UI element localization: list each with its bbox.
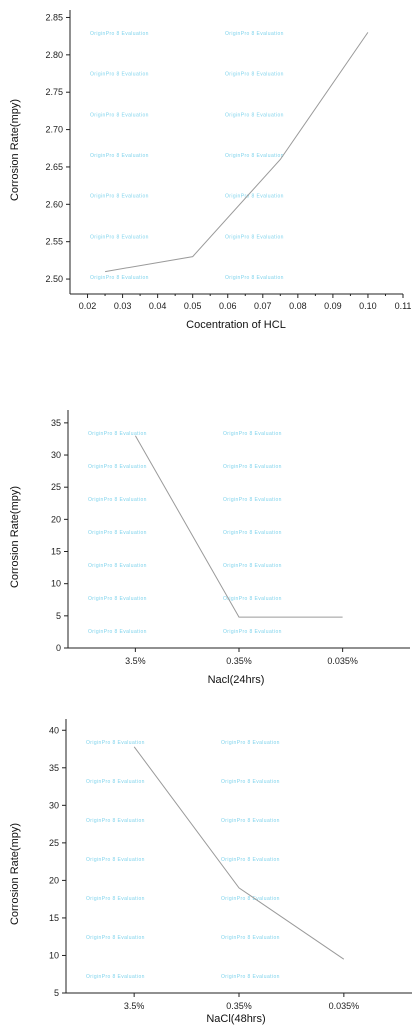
watermark-text: OriginPro 8 Evaluation [225, 153, 284, 159]
watermark-text: OriginPro 8 Evaluation [223, 629, 282, 635]
watermark-text: OriginPro 8 Evaluation [86, 857, 145, 863]
y-axis-label: Corrosion Rate(mpy) [9, 823, 21, 925]
x-tick-label: 0.035% [329, 1001, 360, 1011]
x-axis-label: Cocentration of HCL [186, 319, 286, 330]
watermark-text: OriginPro 8 Evaluation [88, 596, 147, 602]
watermark-text: OriginPro 8 Evaluation [90, 275, 149, 281]
y-tick-label: 15 [51, 547, 61, 557]
x-tick-label: 0.07 [254, 301, 272, 311]
x-tick-label: 0.35% [226, 656, 252, 666]
y-tick-label: 5 [54, 988, 59, 998]
watermark-text: OriginPro 8 Evaluation [88, 563, 147, 569]
y-tick-label: 30 [51, 450, 61, 460]
watermark-text: OriginPro 8 Evaluation [225, 275, 284, 281]
x-tick-label: 0.09 [324, 301, 342, 311]
y-tick-label: 35 [49, 763, 59, 773]
watermark-text: OriginPro 8 Evaluation [223, 596, 282, 602]
x-tick-label: 0.08 [289, 301, 307, 311]
x-tick-label: 0.04 [149, 301, 167, 311]
y-tick-label: 10 [49, 950, 59, 960]
y-tick-label: 2.85 [45, 12, 63, 22]
y-tick-label: 2.80 [45, 50, 63, 60]
x-tick-label: 0.035% [327, 656, 358, 666]
nacl-24hrs-chart: Nacl(24hrs) Corrosion Rate(mpy) OriginPr… [9, 410, 410, 686]
x-tick-label: 0.02 [79, 301, 97, 311]
y-tick-label: 5 [56, 611, 61, 621]
y-tick-label: 30 [49, 800, 59, 810]
watermark-text: OriginPro 8 Evaluation [88, 464, 147, 470]
y-axis-label: Corrosion Rate(mpy) [9, 486, 21, 588]
y-tick-label: 2.55 [45, 237, 63, 247]
x-tick-label: 3.5% [124, 1001, 145, 1011]
y-tick-label: 25 [49, 838, 59, 848]
x-tick-label: 0.05 [184, 301, 202, 311]
watermark-text: OriginPro 8 Evaluation [90, 194, 149, 200]
y-tick-label: 2.75 [45, 87, 63, 97]
watermark-text: OriginPro 8 Evaluation [90, 234, 149, 240]
series-line [134, 435, 343, 618]
watermark-text: OriginPro 8 Evaluation [223, 497, 282, 503]
y-tick-label: 15 [49, 913, 59, 923]
watermark-text: OriginPro 8 Evaluation [86, 896, 145, 902]
watermark-text: OriginPro 8 Evaluation [221, 857, 280, 863]
x-tick-label: 0.03 [114, 301, 132, 311]
nacl-48hrs-chart: NaCl(48hrs) Corrosion Rate(mpy) OriginPr… [9, 719, 412, 1025]
watermark-text: OriginPro 8 Evaluation [90, 153, 149, 159]
watermark-text: OriginPro 8 Evaluation [221, 740, 280, 746]
y-tick-label: 25 [51, 482, 61, 492]
watermark-text: OriginPro 8 Evaluation [225, 194, 284, 200]
y-tick-label: 10 [51, 579, 61, 589]
watermark-text: OriginPro 8 Evaluation [86, 974, 145, 980]
y-tick-label: 2.50 [45, 274, 63, 284]
watermark-text: OriginPro 8 Evaluation [90, 31, 149, 37]
watermark-text: OriginPro 8 Evaluation [223, 431, 282, 437]
watermark-text: OriginPro 8 Evaluation [86, 779, 145, 785]
watermark-text: OriginPro 8 Evaluation [223, 464, 282, 470]
watermark-text: OriginPro 8 Evaluation [88, 629, 147, 635]
watermark-text: OriginPro 8 Evaluation [90, 72, 149, 78]
hcl-chart: Cocentration of HCL Corrosion Rate(mpy) … [9, 10, 412, 330]
watermark-text: OriginPro 8 Evaluation [225, 72, 284, 78]
watermark-text: OriginPro 8 Evaluation [90, 112, 149, 118]
y-tick-label: 20 [49, 875, 59, 885]
watermark-text: OriginPro 8 Evaluation [225, 234, 284, 240]
y-tick-label: 2.60 [45, 199, 63, 209]
series-line [105, 32, 369, 273]
watermark-text: OriginPro 8 Evaluation [221, 935, 280, 941]
y-tick-label: 2.65 [45, 162, 63, 172]
y-tick-label: 40 [49, 725, 59, 735]
y-axis-label: Corrosion Rate(mpy) [9, 99, 21, 201]
x-axis-label: NaCl(48hrs) [206, 1013, 265, 1025]
y-tick-label: 0 [56, 643, 61, 653]
watermark-text: OriginPro 8 Evaluation [86, 935, 145, 941]
y-tick-label: 35 [51, 418, 61, 428]
y-tick-label: 20 [51, 514, 61, 524]
watermark-text: OriginPro 8 Evaluation [223, 530, 282, 536]
x-tick-label: 0.06 [219, 301, 237, 311]
x-axis-label: Nacl(24hrs) [208, 674, 265, 686]
x-tick-label: 0.35% [226, 1001, 252, 1011]
watermark-text: OriginPro 8 Evaluation [225, 112, 284, 118]
x-tick-label: 3.5% [125, 656, 146, 666]
watermark-text: OriginPro 8 Evaluation [88, 431, 147, 437]
x-tick-label: 0.11 [395, 301, 412, 311]
watermark-text: OriginPro 8 Evaluation [88, 497, 147, 503]
y-tick-label: 2.70 [45, 125, 63, 135]
watermark-text: OriginPro 8 Evaluation [221, 896, 280, 902]
watermark-text: OriginPro 8 Evaluation [221, 779, 280, 785]
watermark-text: OriginPro 8 Evaluation [88, 530, 147, 536]
x-tick-label: 0.10 [359, 301, 377, 311]
watermark-text: OriginPro 8 Evaluation [86, 818, 145, 824]
watermark-text: OriginPro 8 Evaluation [221, 974, 280, 980]
watermark-text: OriginPro 8 Evaluation [221, 818, 280, 824]
watermark-text: OriginPro 8 Evaluation [86, 740, 145, 746]
watermark-text: OriginPro 8 Evaluation [223, 563, 282, 569]
watermark-text: OriginPro 8 Evaluation [225, 31, 284, 37]
